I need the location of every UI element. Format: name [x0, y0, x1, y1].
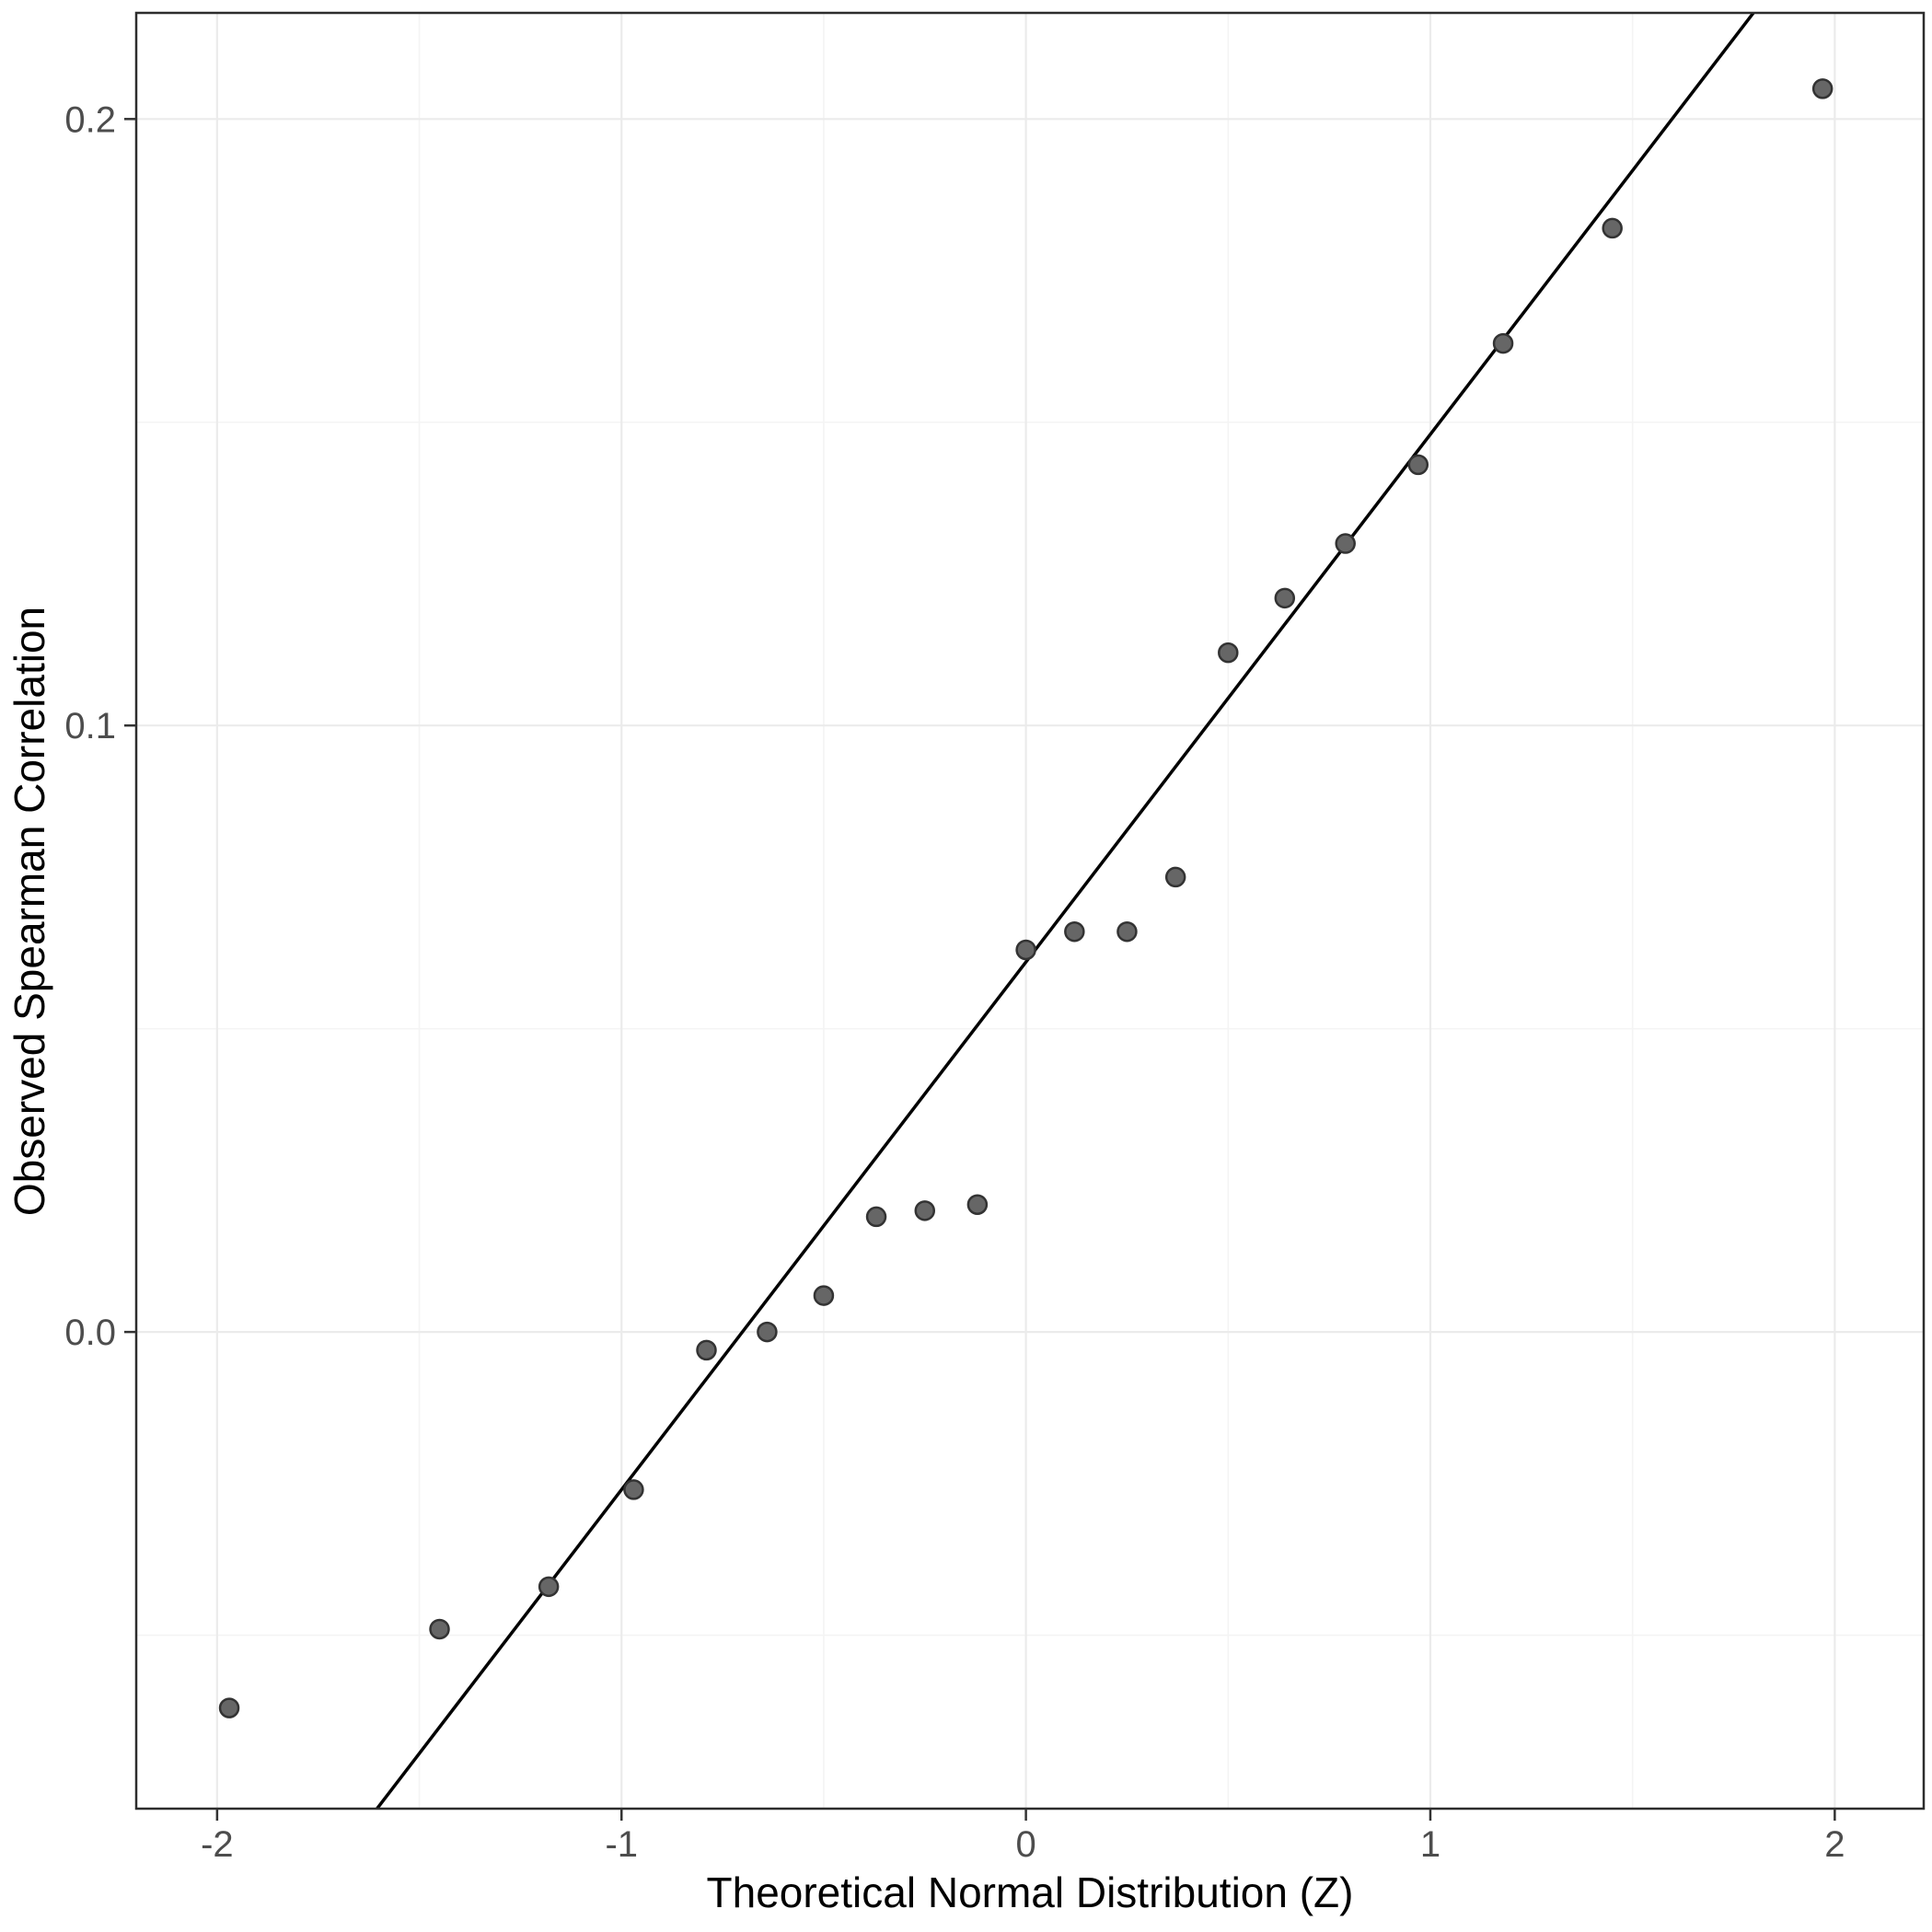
data-point	[1811, 78, 1834, 99]
data-point	[1274, 587, 1296, 609]
data-point	[1164, 866, 1186, 888]
data-point	[623, 1479, 644, 1500]
scatter-points-layer	[218, 78, 1834, 1718]
data-point	[1064, 920, 1085, 943]
data-point	[966, 1194, 989, 1215]
y-tick-label: 0.2	[64, 99, 116, 140]
y-tick-label: 0.1	[64, 706, 116, 746]
axis-ticks	[124, 118, 1836, 1821]
x-tick-label: 1	[1420, 1824, 1440, 1865]
x-tick-label: 2	[1824, 1824, 1845, 1865]
x-axis-title: Theoretical Normal Distribution (Z)	[707, 1868, 1354, 1916]
data-point	[757, 1321, 778, 1343]
x-tick-label: -2	[201, 1824, 234, 1865]
y-axis-title: Observed Spearman Correlation	[6, 607, 53, 1216]
data-point	[865, 1206, 887, 1228]
panel-border	[134, 11, 1926, 1811]
x-tick-label: 0	[1015, 1824, 1035, 1865]
data-point	[1218, 642, 1239, 664]
axis-tick-labels: -2 -1 0 1 2 0.0 0.1 0.2	[64, 99, 1845, 1865]
data-point	[914, 1200, 936, 1221]
data-point	[1335, 533, 1356, 554]
grid-major-lines	[136, 13, 1924, 1809]
data-point	[218, 1697, 240, 1718]
data-point	[696, 1339, 717, 1361]
data-point	[429, 1618, 450, 1640]
data-point	[1492, 332, 1514, 354]
data-point	[813, 1285, 835, 1306]
data-point	[1116, 920, 1138, 943]
y-tick-label: 0.0	[64, 1313, 116, 1353]
x-tick-label: -1	[605, 1824, 638, 1865]
data-point	[538, 1576, 560, 1598]
data-point	[1602, 217, 1623, 239]
data-point	[1015, 939, 1036, 961]
data-point	[1407, 454, 1429, 476]
